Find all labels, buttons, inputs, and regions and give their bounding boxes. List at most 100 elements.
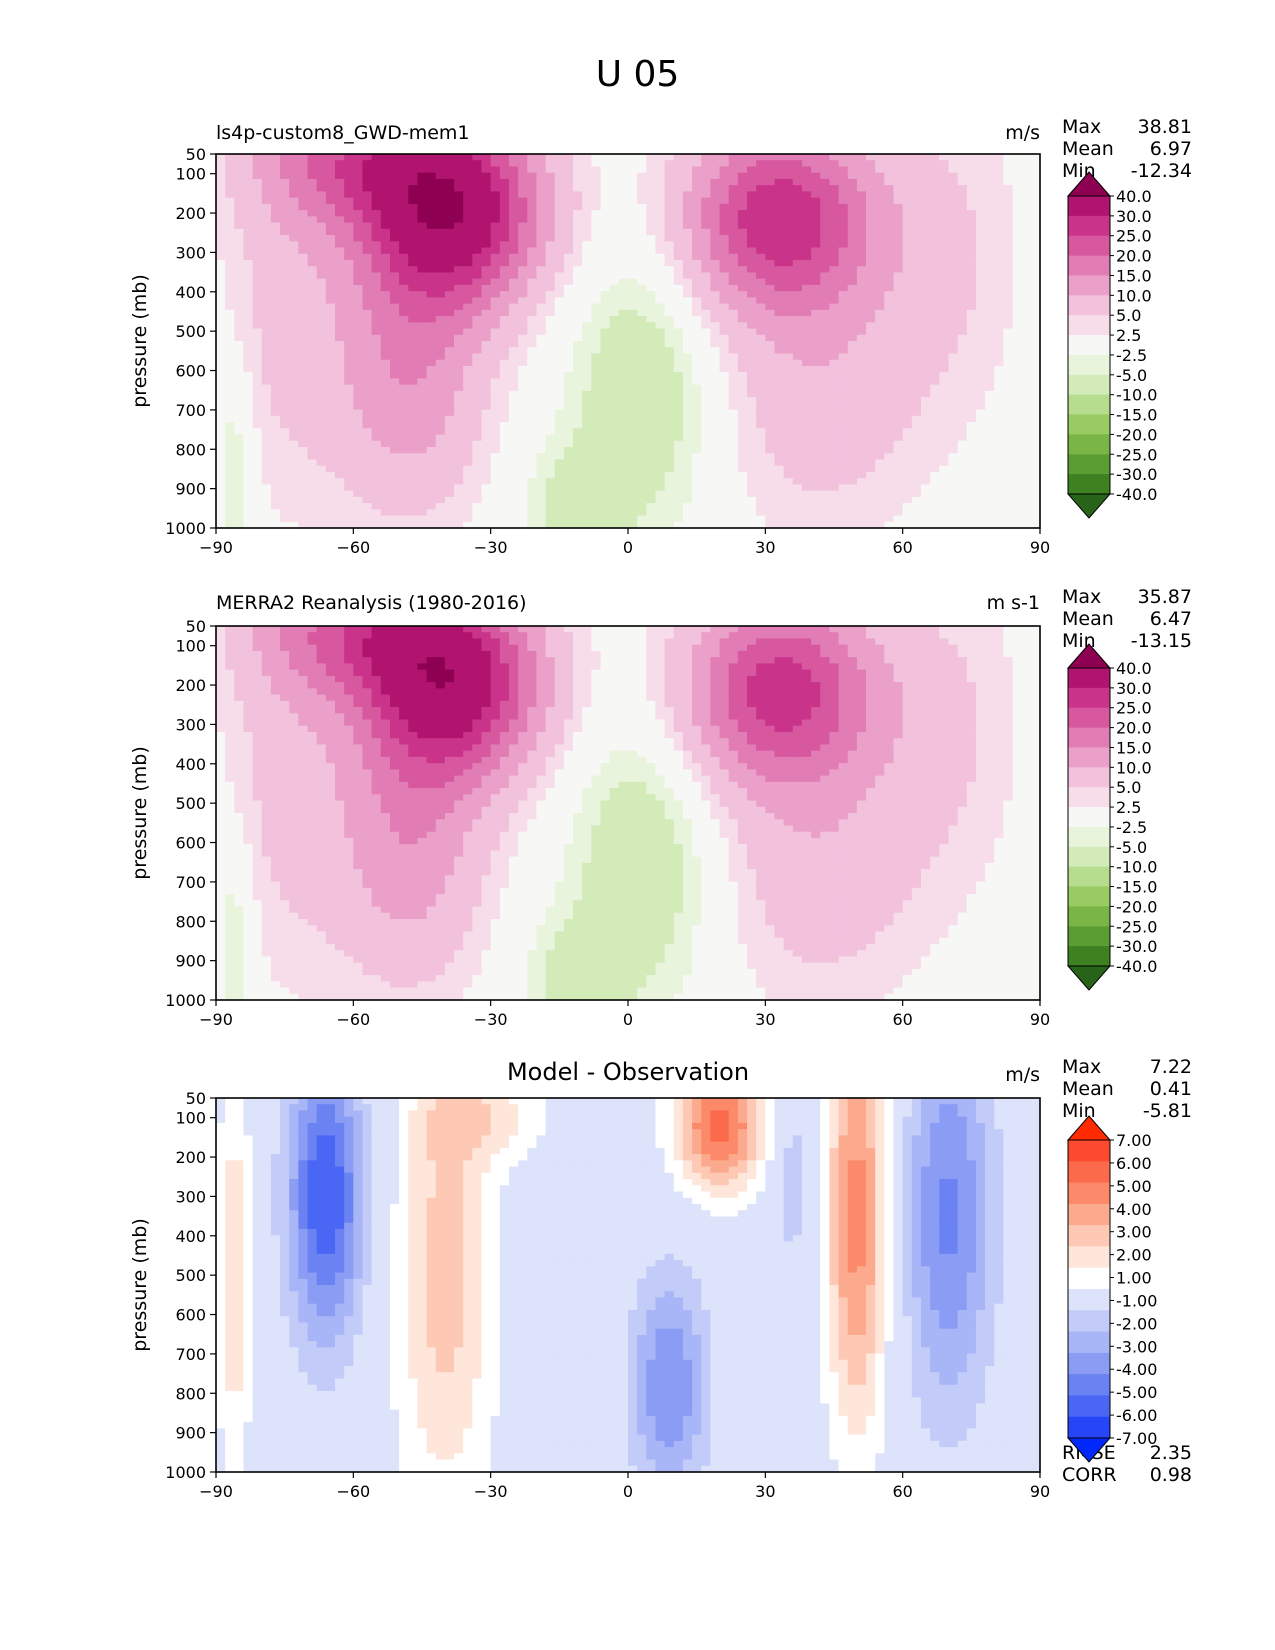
heatmap-cell	[326, 329, 336, 336]
heatmap-cell	[225, 216, 235, 223]
heatmap-cell	[958, 191, 968, 198]
heatmap-cell	[765, 435, 775, 442]
heatmap-cell	[436, 441, 446, 448]
heatmap-cell	[848, 453, 858, 460]
heatmap-cell	[344, 191, 354, 198]
heatmap-cell	[555, 484, 565, 491]
heatmap-cell	[939, 435, 949, 442]
figure-plots: 501002003004005006007008009001000−90 −60−…	[0, 0, 1275, 1650]
heatmap-cell	[344, 516, 354, 523]
heatmap-cell	[353, 204, 363, 211]
heatmap-cell	[381, 366, 391, 373]
heatmap-cell	[225, 223, 235, 230]
heatmap-cell	[756, 372, 766, 379]
heatmap-cell	[427, 491, 437, 498]
heatmap-cell	[591, 378, 601, 385]
heatmap-cell	[665, 441, 675, 448]
heatmap-cell	[408, 304, 418, 311]
heatmap-cell	[454, 248, 464, 255]
heatmap-cell	[939, 191, 949, 198]
heatmap-cell	[399, 441, 409, 448]
heatmap-cell	[884, 497, 894, 504]
heatmap-cell	[381, 241, 391, 248]
heatmap-cell	[326, 216, 336, 223]
heatmap-cell	[765, 410, 775, 417]
heatmap-cell	[848, 191, 858, 198]
heatmap-cell	[243, 223, 253, 230]
heatmap-cell	[820, 241, 830, 248]
heatmap-cell	[765, 279, 775, 286]
heatmap-cell	[308, 210, 318, 217]
heatmap-cell	[317, 310, 327, 317]
heatmap-cell	[875, 453, 885, 460]
heatmap-cell	[811, 441, 821, 448]
heatmap-cell	[765, 329, 775, 336]
heatmap-cell	[271, 285, 281, 292]
heatmap-cell	[527, 166, 537, 173]
heatmap-cell	[546, 329, 556, 336]
heatmap-cell	[793, 304, 803, 311]
heatmap-cell	[866, 353, 876, 360]
heatmap-cell	[939, 478, 949, 485]
heatmap-cell	[491, 516, 501, 523]
heatmap-cell	[701, 260, 711, 267]
heatmap-cell	[225, 260, 235, 267]
heatmap-cell	[417, 185, 427, 192]
heatmap-cell	[692, 266, 702, 273]
heatmap-cell	[774, 291, 784, 298]
heatmap-cell	[646, 341, 656, 348]
heatmap-cell	[243, 254, 253, 261]
heatmap-cell	[308, 322, 318, 329]
heatmap-cell	[839, 459, 849, 466]
heatmap-cell	[308, 285, 318, 292]
heatmap-cell	[262, 516, 272, 523]
heatmap-cell	[793, 353, 803, 360]
heatmap-cell	[857, 241, 867, 248]
heatmap-cell	[820, 229, 830, 236]
heatmap-cell	[427, 254, 437, 261]
heatmap-cell	[500, 229, 510, 236]
heatmap-cell	[482, 198, 492, 205]
heatmap-cell	[948, 210, 958, 217]
heatmap-cell	[280, 366, 290, 373]
heatmap-cell	[308, 478, 318, 485]
heatmap-cell	[939, 166, 949, 173]
heatmap-cell	[482, 166, 492, 173]
heatmap-cell	[967, 223, 977, 230]
heatmap-cell	[335, 416, 345, 423]
heatmap-cell	[527, 447, 537, 454]
heatmap-cell	[234, 410, 244, 417]
heatmap-cell	[610, 335, 620, 342]
heatmap-cell	[930, 279, 940, 286]
heatmap-cell	[967, 347, 977, 354]
heatmap-cell	[427, 385, 437, 392]
heatmap-cell	[628, 372, 638, 379]
heatmap-cell	[948, 173, 958, 180]
heatmap-cell	[738, 260, 748, 267]
heatmap-cell	[582, 497, 592, 504]
heatmap-cell	[253, 329, 263, 336]
heatmap-cell	[683, 497, 693, 504]
heatmap-cell	[747, 422, 757, 429]
heatmap-cell	[921, 410, 931, 417]
heatmap-cell	[692, 322, 702, 329]
heatmap-cell	[674, 353, 684, 360]
heatmap-cell	[546, 472, 556, 479]
heatmap-cell	[930, 204, 940, 211]
heatmap-cell	[243, 191, 253, 198]
heatmap-cell	[253, 403, 263, 410]
heatmap-cell	[601, 210, 611, 217]
heatmap-cell	[894, 416, 904, 423]
heatmap-cell	[829, 347, 839, 354]
heatmap-cell	[939, 204, 949, 211]
heatmap-cell	[463, 310, 473, 317]
heatmap-cell	[930, 397, 940, 404]
heatmap-cell	[253, 223, 263, 230]
heatmap-cell	[637, 310, 647, 317]
heatmap-cell	[866, 435, 876, 442]
heatmap-cell	[591, 491, 601, 498]
heatmap-cell	[326, 223, 336, 230]
heatmap-cell	[390, 216, 400, 223]
heatmap-cell	[646, 459, 656, 466]
heatmap-cell	[829, 223, 839, 230]
